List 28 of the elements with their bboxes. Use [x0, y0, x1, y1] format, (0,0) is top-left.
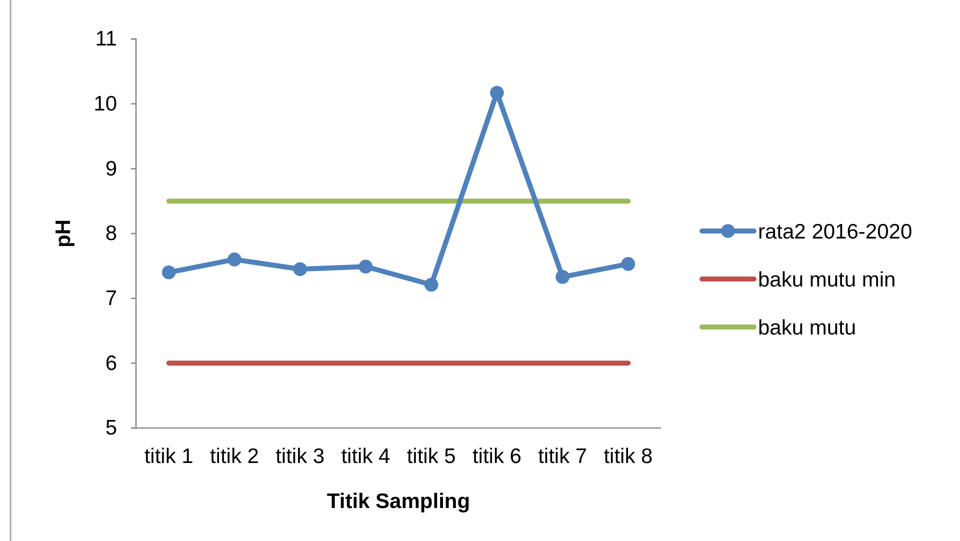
- x-tick-label: titik 1: [144, 444, 194, 468]
- x-tick-label: titik 2: [210, 444, 259, 468]
- point: [228, 252, 242, 266]
- point: [556, 270, 570, 284]
- x-tick-label: titik 8: [604, 444, 653, 468]
- legend-label: baku mutu min: [758, 268, 896, 292]
- x-tick-label: titik 6: [472, 444, 522, 468]
- y-tick-label: 5: [105, 416, 117, 440]
- point: [424, 278, 438, 292]
- y-axis-title: pH: [52, 220, 75, 248]
- x-tick-label: titik 4: [341, 444, 391, 468]
- x-axis-title: Titik Sampling: [326, 490, 470, 513]
- y-tick-label: 9: [105, 157, 117, 180]
- x-tick-label: titik 5: [406, 444, 456, 468]
- y-tick-label: 8: [105, 222, 117, 246]
- point: [293, 262, 307, 276]
- point: [490, 86, 504, 100]
- point: [162, 266, 176, 280]
- x-tick-label: titik 3: [276, 444, 325, 468]
- point: [621, 257, 636, 271]
- y-tick-label: 6: [105, 352, 117, 375]
- legend-label: rata2 2016-2020: [758, 220, 912, 244]
- y-tick-label: 7: [105, 287, 117, 310]
- point: [358, 260, 373, 274]
- y-tick-label: 11: [95, 28, 117, 51]
- x-tick-label: titik 7: [538, 444, 588, 468]
- y-tick-label: 10: [94, 92, 117, 116]
- legend-label: baku mutu: [758, 316, 856, 340]
